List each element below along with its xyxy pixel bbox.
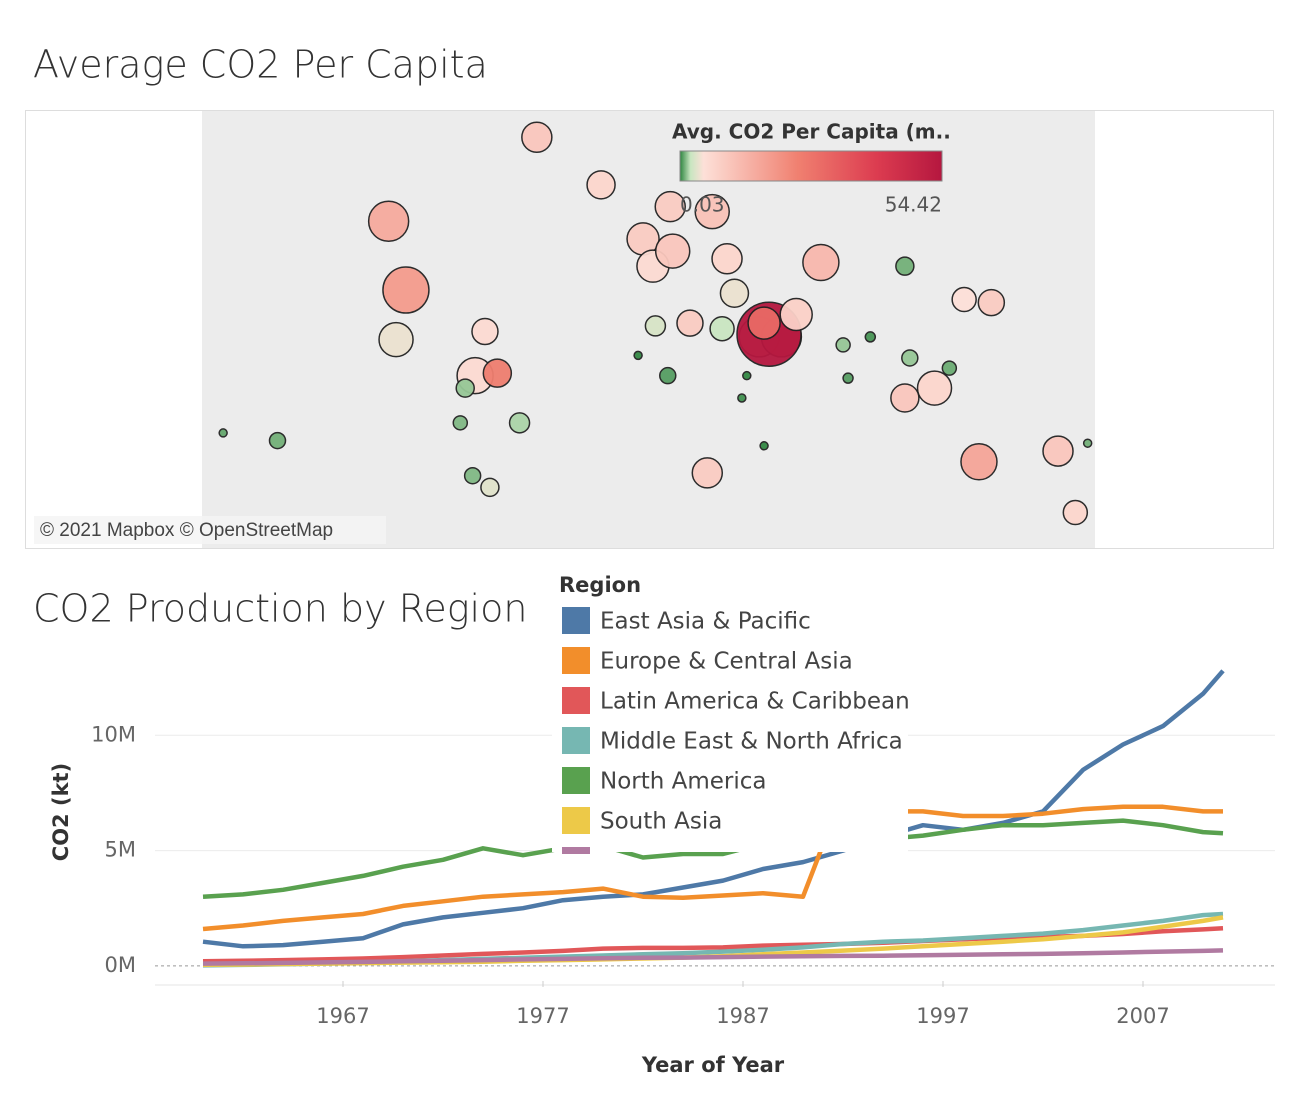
line-title: CO2 Production by Region	[33, 587, 527, 631]
bubble	[951, 286, 977, 313]
x-axis-label: Year of Year	[641, 1053, 785, 1077]
bubble	[480, 477, 500, 498]
color-legend-title: Avg. CO2 Per Capita (m..	[672, 120, 951, 144]
legend-label: Europe & Central Asia	[600, 649, 853, 675]
line-plot: 0M 5M 10M 1967 1977 1987 1997 2007	[91, 669, 1275, 1028]
legend-label: Latin America & Caribbean	[600, 689, 910, 715]
bubble	[586, 170, 616, 200]
legend-swatch	[562, 687, 590, 714]
x-tick-label: 1977	[516, 1004, 569, 1028]
bubble	[719, 278, 750, 308]
bubble	[378, 321, 414, 358]
bubble	[694, 193, 730, 230]
bubble	[737, 393, 747, 403]
bubble	[960, 443, 998, 481]
bubble	[709, 315, 735, 342]
bubble	[463, 466, 482, 485]
bubble	[842, 372, 854, 384]
legend-swatch	[562, 807, 590, 834]
bubble	[654, 190, 686, 223]
bubble	[268, 431, 287, 450]
bubble	[759, 441, 769, 451]
bubble	[471, 317, 499, 346]
y-axis-label: CO2 (kt)	[49, 763, 73, 861]
bubble	[711, 243, 743, 275]
x-tick-label: 1967	[316, 1004, 369, 1028]
bubble	[1042, 435, 1074, 467]
attribution-bg	[34, 516, 386, 544]
series-line	[202, 818, 1224, 899]
bubble	[508, 412, 531, 434]
color-max-label: 54.42	[885, 193, 942, 217]
bubble	[644, 315, 667, 337]
bubble	[742, 370, 752, 381]
bubble	[890, 383, 920, 413]
bubble	[482, 358, 513, 388]
legend-bg	[552, 572, 908, 852]
bubble	[1082, 438, 1093, 448]
bubble	[977, 288, 1006, 317]
legend-label: South Asia	[600, 809, 722, 835]
bubble	[901, 349, 919, 367]
bubble	[455, 378, 475, 398]
color-min-label: 0.03	[680, 193, 725, 217]
legend-swatch	[562, 607, 590, 634]
series-line	[202, 669, 1225, 949]
bubble	[916, 370, 953, 406]
bubble	[367, 200, 410, 242]
bubble	[676, 309, 704, 337]
bubble	[382, 266, 430, 314]
legend: Region East Asia & Pacific Europe & Centr…	[552, 572, 910, 854]
series-line	[202, 790, 1223, 932]
bubble	[633, 350, 643, 361]
bubble	[1062, 499, 1089, 526]
color-bar	[679, 150, 943, 182]
bubble	[747, 306, 781, 340]
map-title: Average CO2 Per Capita	[33, 43, 488, 87]
map	[202, 111, 1095, 548]
legend-swatch	[562, 767, 590, 794]
x-tick-label: 1997	[916, 1004, 969, 1028]
y-tick-label: 5M	[105, 838, 136, 862]
bubble	[691, 457, 724, 489]
bubble	[521, 121, 553, 154]
legend-swatch	[562, 727, 590, 754]
bubbles	[218, 121, 1093, 526]
bubble	[864, 331, 877, 343]
bubble	[659, 366, 677, 385]
x-tick-label: 1987	[716, 1004, 769, 1028]
y-tick-label: 0M	[105, 953, 136, 977]
y-tick-label: 10M	[91, 722, 136, 746]
attribution: © 2021 Mapbox © OpenStreetMap	[40, 520, 333, 541]
bubble	[835, 337, 851, 353]
legend-label: North America	[600, 769, 767, 795]
bubble	[941, 360, 958, 376]
legend-label: Middle East & North Africa	[600, 729, 903, 755]
bubble	[654, 233, 691, 269]
legend-swatch	[562, 847, 590, 854]
bubble	[802, 243, 840, 282]
legend-swatch	[562, 647, 590, 674]
bubble	[452, 415, 469, 431]
legend-label: East Asia & Pacific	[600, 609, 811, 635]
x-tick-label: 2007	[1116, 1004, 1169, 1028]
series-line	[202, 948, 1224, 966]
legend-title: Region	[559, 573, 641, 597]
bubble	[895, 256, 915, 276]
bubble	[218, 428, 228, 438]
bubble	[779, 297, 813, 332]
